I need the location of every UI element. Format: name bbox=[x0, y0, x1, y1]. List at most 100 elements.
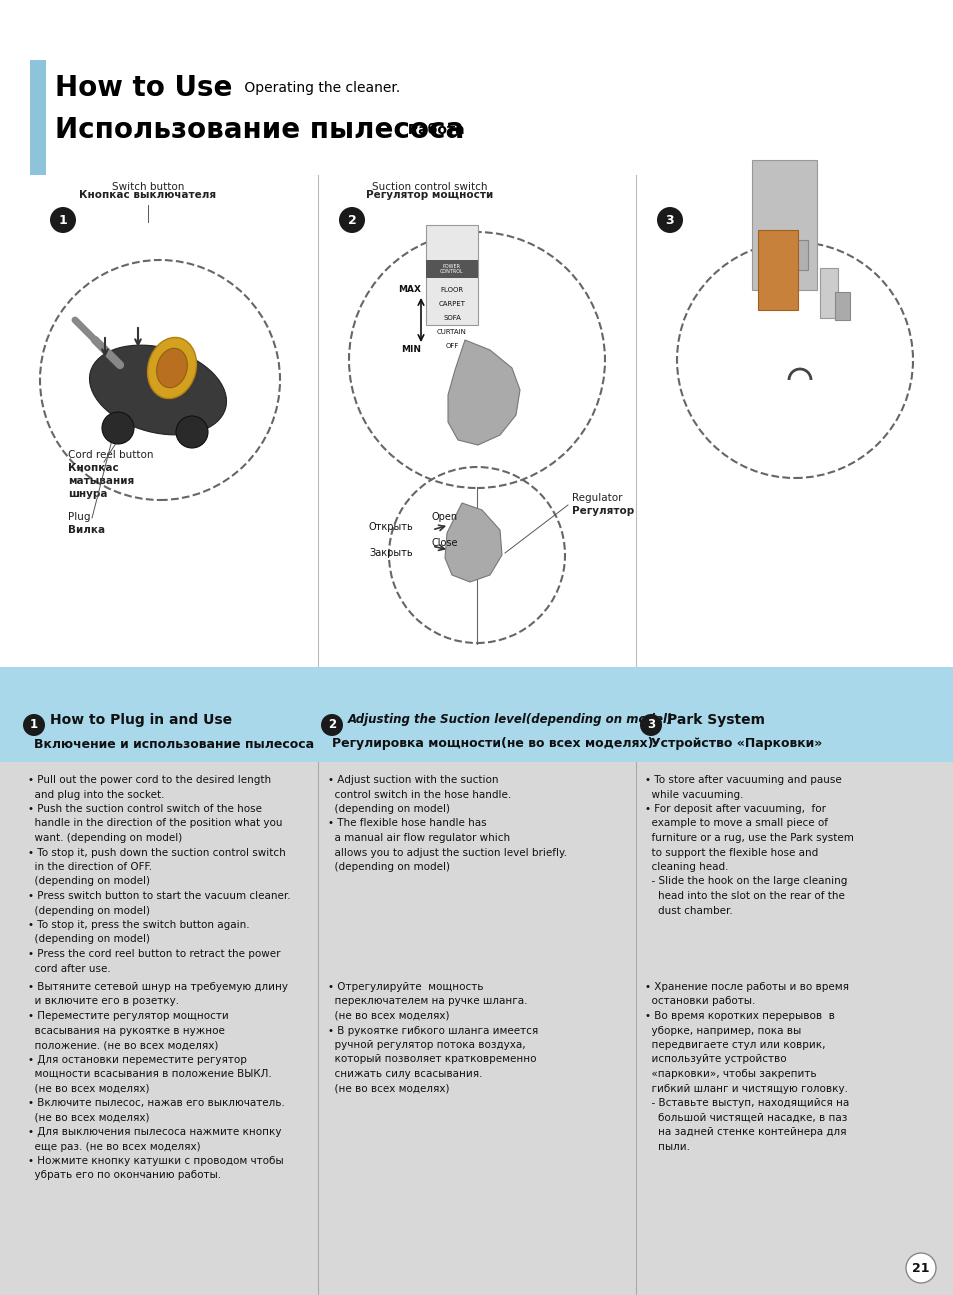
Text: Close: Close bbox=[432, 537, 457, 548]
Text: How to Plug in and Use: How to Plug in and Use bbox=[50, 714, 232, 726]
Text: 3: 3 bbox=[646, 719, 655, 732]
Text: • Хранение после работы и во время: • Хранение после работы и во время bbox=[644, 982, 848, 992]
Text: to support the flexible hose and: to support the flexible hose and bbox=[644, 847, 818, 857]
Text: Регулятор мощности: Регулятор мощности bbox=[366, 190, 493, 199]
Text: 2: 2 bbox=[328, 719, 335, 732]
Text: a manual air flow regulator which: a manual air flow regulator which bbox=[328, 833, 510, 843]
Ellipse shape bbox=[156, 348, 187, 387]
Text: 2: 2 bbox=[347, 214, 356, 227]
Text: • Переместите регулятор мощности: • Переместите регулятор мощности bbox=[28, 1011, 229, 1020]
Text: example to move a small piece of: example to move a small piece of bbox=[644, 818, 827, 829]
Text: while vacuuming.: while vacuuming. bbox=[644, 790, 742, 799]
Text: (depending on model): (depending on model) bbox=[28, 877, 150, 887]
Circle shape bbox=[102, 412, 133, 444]
Bar bbox=[751, 161, 816, 290]
Text: Включение и использование пылесоса: Включение и использование пылесоса bbox=[34, 737, 314, 751]
Text: Работа: Работа bbox=[402, 123, 464, 137]
Text: Regulator: Regulator bbox=[572, 493, 622, 502]
Text: Использование пылесоса: Использование пылесоса bbox=[55, 117, 464, 144]
Text: Operating the cleaner.: Operating the cleaner. bbox=[240, 82, 400, 95]
Text: head into the slot on the rear of the: head into the slot on the rear of the bbox=[644, 891, 844, 901]
Text: • Для остановки переместите регуятор: • Для остановки переместите регуятор bbox=[28, 1054, 247, 1064]
Text: снижать силу всасывания.: снижать силу всасывания. bbox=[328, 1068, 482, 1079]
Text: • В рукоятке гибкого шланга имеется: • В рукоятке гибкого шланга имеется bbox=[328, 1026, 537, 1036]
Text: гибкий шланг и чистящую головку.: гибкий шланг и чистящую головку. bbox=[644, 1084, 847, 1093]
Text: Park System: Park System bbox=[666, 714, 764, 726]
Text: (depending on model): (depending on model) bbox=[28, 935, 150, 944]
Ellipse shape bbox=[148, 338, 196, 399]
Text: и включите его в розетку.: и включите его в розетку. bbox=[28, 996, 179, 1006]
Text: шнура: шнура bbox=[68, 490, 108, 499]
Bar bbox=[758, 231, 797, 310]
Text: еще раз. (не во всех моделях): еще раз. (не во всех моделях) bbox=[28, 1141, 200, 1151]
Text: allows you to adjust the suction level briefly.: allows you to adjust the suction level b… bbox=[328, 847, 566, 857]
Text: (не во всех моделях): (не во всех моделях) bbox=[328, 1084, 449, 1093]
Text: Регулировка мощности(не во всех моделях): Регулировка мощности(не во всех моделях) bbox=[332, 737, 653, 751]
Text: handle in the direction of the position what you: handle in the direction of the position … bbox=[28, 818, 282, 829]
Text: • To store after vacuuming and pause: • To store after vacuuming and pause bbox=[644, 774, 841, 785]
Bar bbox=[760, 240, 807, 269]
Text: Switch button: Switch button bbox=[112, 183, 184, 192]
Bar bbox=[834, 291, 849, 320]
Text: OFF: OFF bbox=[445, 343, 458, 348]
Text: большой чистящей насадке, в паз: большой чистящей насадке, в паз bbox=[644, 1112, 846, 1123]
Text: • Отрегулируйте  мощность: • Отрегулируйте мощность bbox=[328, 982, 483, 992]
Text: «парковки», чтобы закрепить: «парковки», чтобы закрепить bbox=[644, 1068, 816, 1079]
Text: используйте устройство: используйте устройство bbox=[644, 1054, 786, 1064]
Text: Открыть: Открыть bbox=[368, 522, 413, 532]
Text: 1: 1 bbox=[30, 719, 38, 732]
Bar bbox=[0, 761, 953, 1295]
Circle shape bbox=[657, 207, 682, 233]
Text: 21: 21 bbox=[911, 1261, 929, 1274]
Ellipse shape bbox=[90, 346, 226, 435]
Circle shape bbox=[175, 416, 208, 448]
Bar bbox=[426, 225, 477, 325]
Text: POWER
CONTROL: POWER CONTROL bbox=[439, 264, 463, 275]
Text: How to Use: How to Use bbox=[55, 74, 233, 102]
Text: (depending on model): (depending on model) bbox=[328, 804, 450, 815]
Text: • Ножмите кнопку катушки с проводом чтобы: • Ножмите кнопку катушки с проводом чтоб… bbox=[28, 1156, 283, 1166]
Text: MAX: MAX bbox=[397, 285, 420, 294]
Text: • Press the cord reel button to retract the power: • Press the cord reel button to retract … bbox=[28, 949, 280, 960]
Polygon shape bbox=[444, 502, 501, 581]
Text: Open: Open bbox=[432, 512, 457, 522]
Text: (не во всех моделях): (не во всех моделях) bbox=[28, 1112, 150, 1123]
Text: Кнопкас выключателя: Кнопкас выключателя bbox=[79, 190, 216, 199]
Bar bbox=[0, 667, 953, 761]
Text: - Slide the hook on the large cleaning: - Slide the hook on the large cleaning bbox=[644, 877, 846, 887]
Text: cleaning head.: cleaning head. bbox=[644, 862, 728, 872]
Text: уборке, например, пока вы: уборке, например, пока вы bbox=[644, 1026, 801, 1036]
Text: • Для выключения пылесоса нажмите кнопку: • Для выключения пылесоса нажмите кнопку bbox=[28, 1127, 281, 1137]
Bar bbox=[820, 268, 837, 319]
Text: CURTAIN: CURTAIN bbox=[436, 329, 466, 335]
Circle shape bbox=[320, 714, 343, 736]
Text: Plug: Plug bbox=[68, 512, 91, 522]
Text: 3: 3 bbox=[665, 214, 674, 227]
Text: Suction control switch: Suction control switch bbox=[372, 183, 487, 192]
Bar bbox=[30, 60, 46, 175]
Text: • For deposit after vacuuming,  for: • For deposit after vacuuming, for bbox=[644, 804, 825, 815]
Text: ручной регулятор потока воздуха,: ручной регулятор потока воздуха, bbox=[328, 1040, 525, 1050]
Text: - Вставьте выступ, находящийся на: - Вставьте выступ, находящийся на bbox=[644, 1098, 848, 1109]
Text: Кнопкас: Кнопкас bbox=[68, 464, 118, 473]
Text: мощности всасывания в положение ВЫКЛ.: мощности всасывания в положение ВЫКЛ. bbox=[28, 1068, 272, 1079]
Text: (depending on model): (depending on model) bbox=[28, 905, 150, 916]
Text: • To stop it, push down the suction control switch: • To stop it, push down the suction cont… bbox=[28, 847, 286, 857]
Text: • Press switch button to start the vacuum cleaner.: • Press switch button to start the vacuu… bbox=[28, 891, 291, 901]
Bar bbox=[426, 260, 477, 278]
Text: всасывания на рукоятке в нужное: всасывания на рукоятке в нужное bbox=[28, 1026, 225, 1036]
Polygon shape bbox=[448, 341, 519, 445]
Circle shape bbox=[338, 207, 365, 233]
Text: на задней стенке контейнера для: на задней стенке контейнера для bbox=[644, 1127, 845, 1137]
Text: пыли.: пыли. bbox=[644, 1141, 689, 1151]
Text: Вилка: Вилка bbox=[68, 524, 105, 535]
Text: (не во всех моделях): (не во всех моделях) bbox=[28, 1084, 150, 1093]
Text: который позволяет кратковременно: который позволяет кратковременно bbox=[328, 1054, 536, 1064]
Text: FLOOR: FLOOR bbox=[440, 287, 463, 293]
Text: • Adjust suction with the suction: • Adjust suction with the suction bbox=[328, 774, 498, 785]
Text: CARPET: CARPET bbox=[438, 300, 465, 307]
Text: dust chamber.: dust chamber. bbox=[644, 905, 732, 916]
Text: • To stop it, press the switch button again.: • To stop it, press the switch button ag… bbox=[28, 919, 250, 930]
Text: • Во время коротких перерывов  в: • Во время коротких перерывов в bbox=[644, 1011, 834, 1020]
Text: 1: 1 bbox=[58, 214, 68, 227]
